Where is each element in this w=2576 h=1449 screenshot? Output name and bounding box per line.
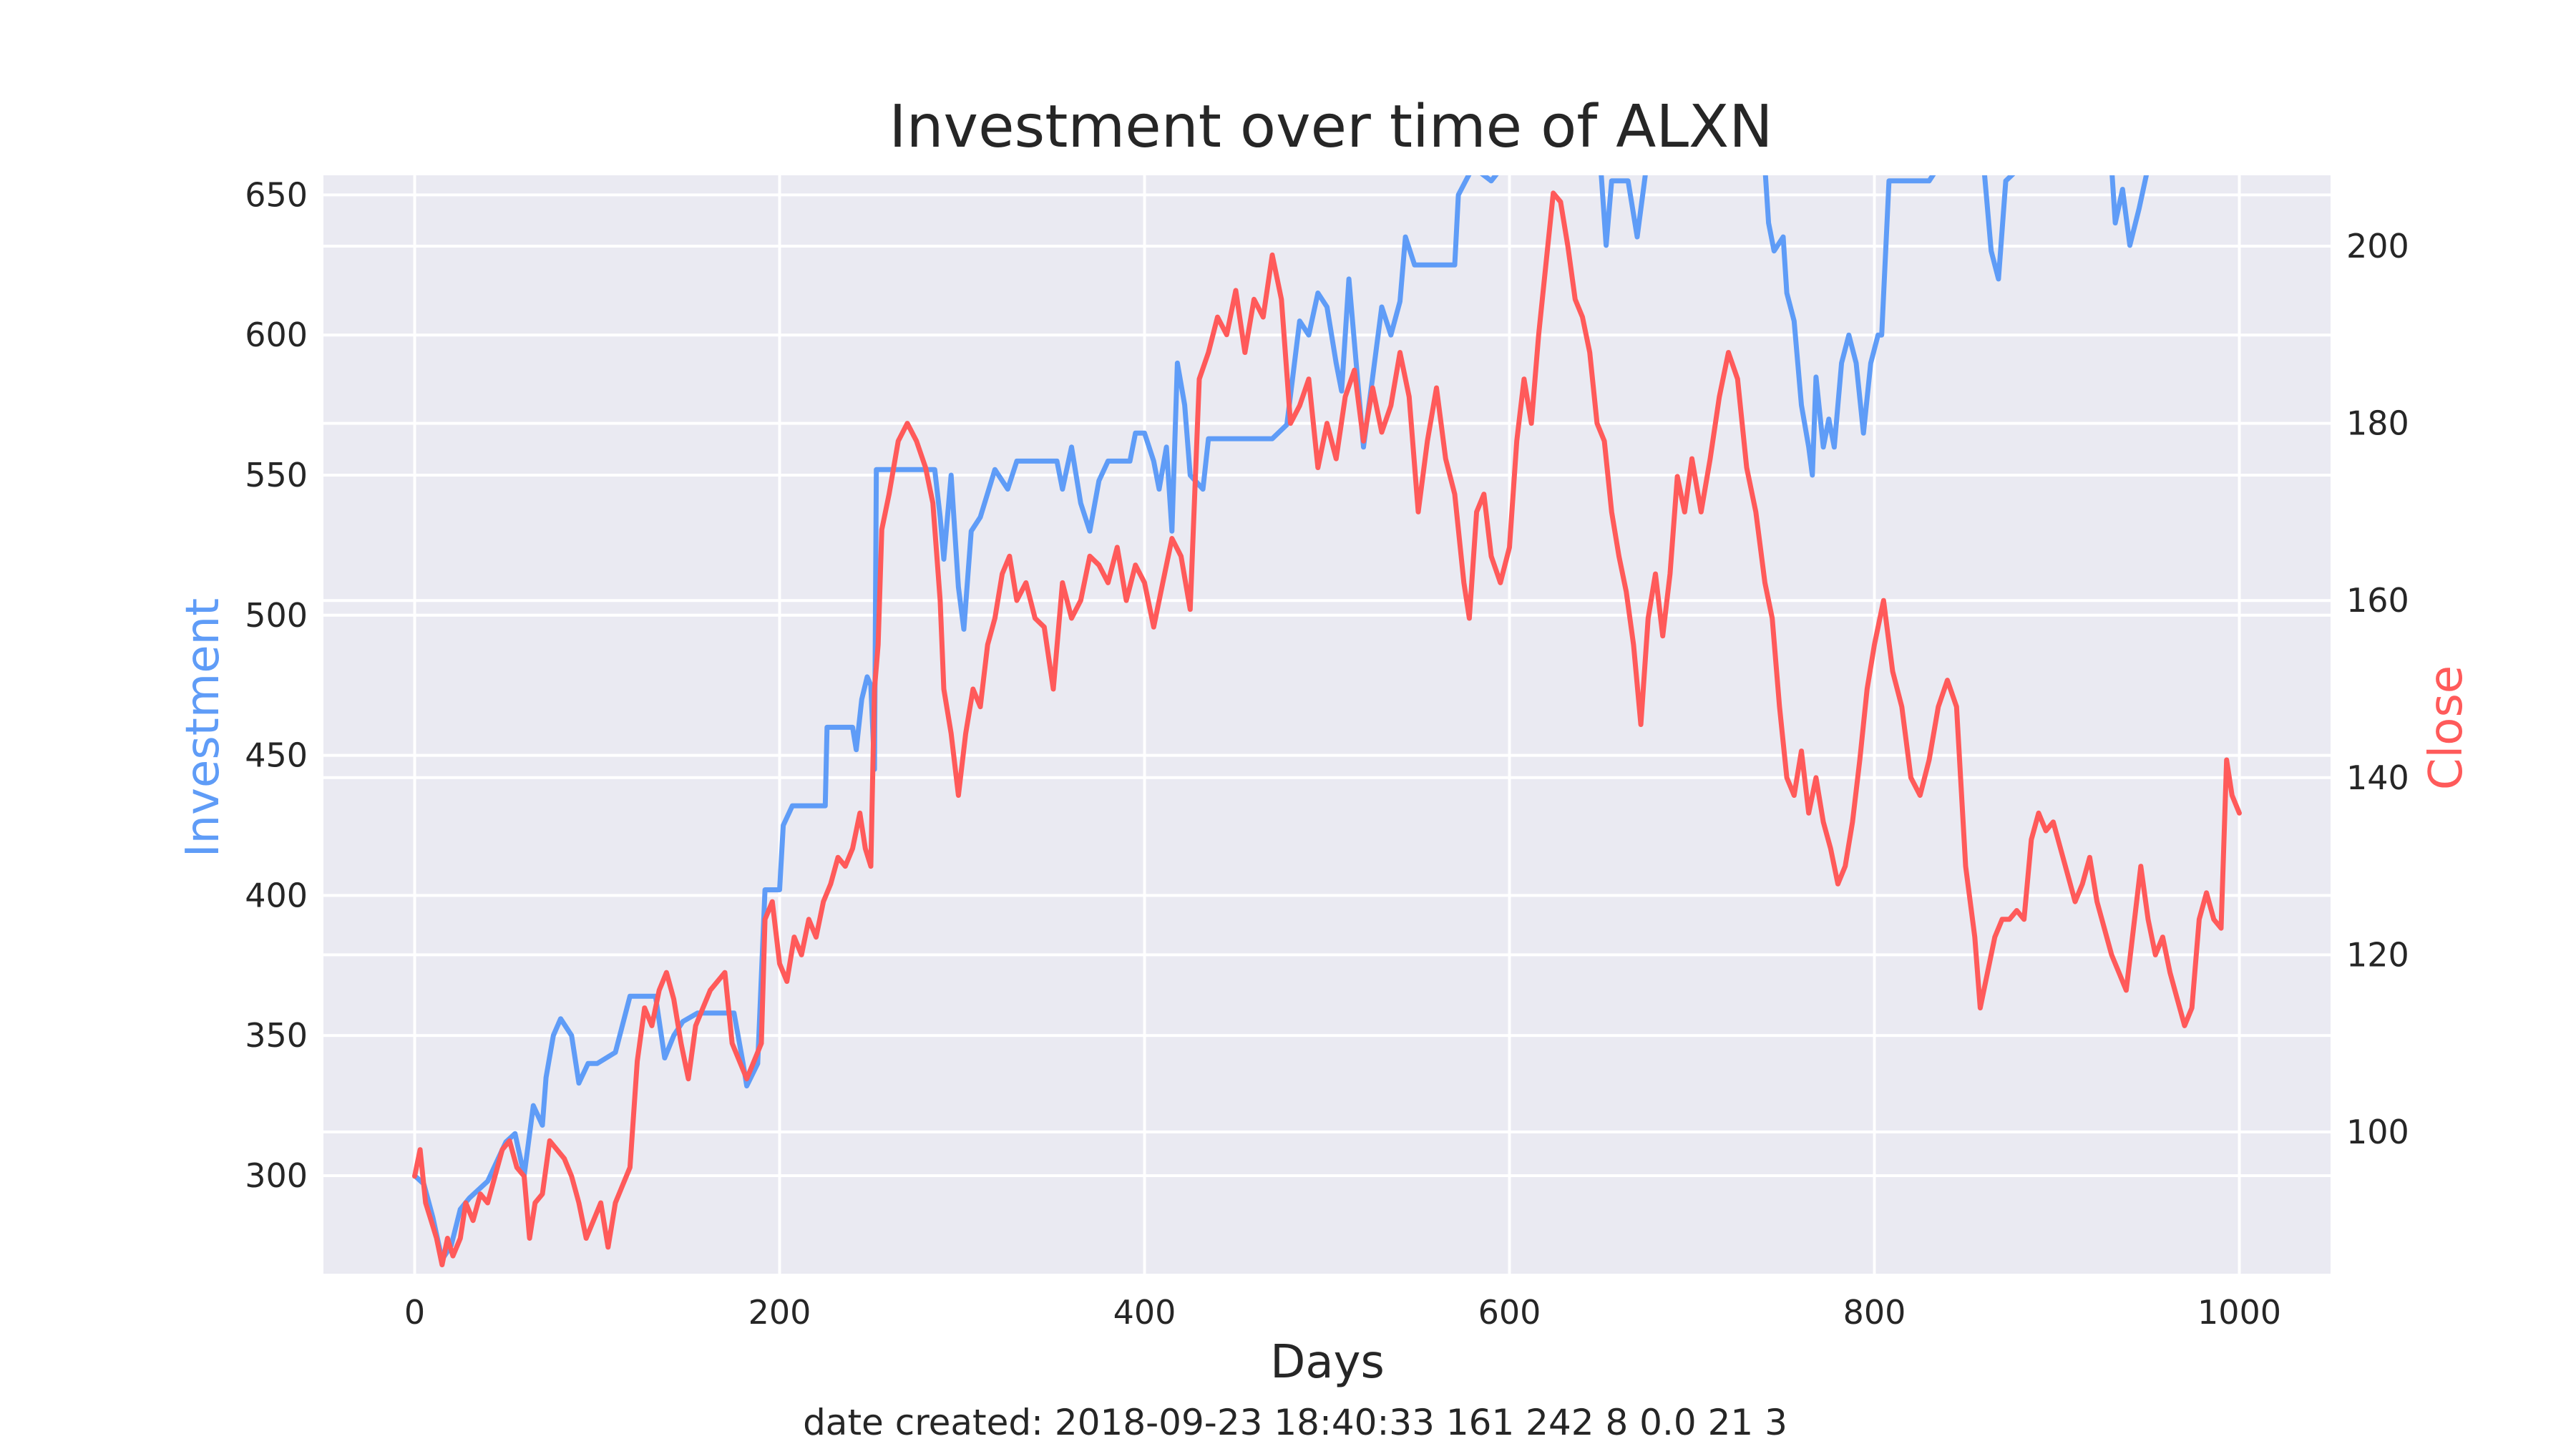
right-y-tick-label: 120 <box>2346 935 2409 974</box>
right-y-tick-labels: 100 120 140 160 180 200 <box>2346 227 2409 1151</box>
left-y-tick-label: 500 <box>245 596 308 635</box>
x-tick-label: 0 <box>404 1293 425 1332</box>
right-y-axis-label: Close <box>2420 665 2473 790</box>
chart-title: Investment over time of ALXN <box>889 93 1772 161</box>
left-y-tick-label: 350 <box>245 1016 308 1055</box>
right-y-tick-label: 180 <box>2346 404 2409 443</box>
x-tick-label: 200 <box>748 1293 811 1332</box>
left-y-tick-label: 450 <box>245 736 308 775</box>
close-series-line <box>412 190 2242 1268</box>
left-y-tick-label: 550 <box>245 456 308 494</box>
x-axis-label: Days <box>1270 1336 1385 1389</box>
investment-series-line <box>412 175 2150 1262</box>
x-tick-label: 600 <box>1478 1293 1541 1332</box>
right-y-tick-label: 100 <box>2346 1113 2409 1151</box>
x-tick-label: 1000 <box>2197 1293 2281 1332</box>
plot-background <box>323 175 2331 1274</box>
right-y-tick-label: 200 <box>2346 227 2409 265</box>
left-y-tick-label: 400 <box>245 876 308 914</box>
left-y-tick-label: 300 <box>245 1156 308 1195</box>
x-tick-label: 800 <box>1843 1293 1906 1332</box>
left-y-tick-label: 650 <box>245 175 308 214</box>
left-y-axis-label: Investment <box>177 598 230 858</box>
right-y-gridlines <box>323 245 2331 1133</box>
series-layer <box>412 175 2242 1268</box>
x-tick-labels: 0 200 400 600 800 1000 <box>404 1293 2281 1332</box>
footnote-date-created: date created: 2018-09-23 18:40:33 161 24… <box>803 1402 1787 1443</box>
x-tick-label: 400 <box>1113 1293 1176 1332</box>
right-y-tick-label: 140 <box>2346 758 2409 797</box>
left-y-tick-labels: 300 350 400 450 500 550 600 650 <box>245 175 308 1195</box>
left-y-tick-label: 600 <box>245 316 308 354</box>
left-y-gridlines <box>323 193 2331 1177</box>
right-y-tick-label: 160 <box>2346 581 2409 620</box>
